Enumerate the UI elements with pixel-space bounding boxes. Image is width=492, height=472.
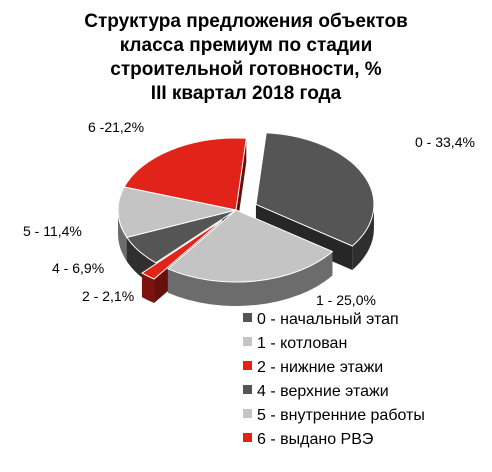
legend-label-4: 5 - внутренние работы [257,407,425,424]
pie-slice-side [141,273,155,304]
legend-label-2: 2 - нижние этажи [257,359,383,376]
pie-slice-2 [141,219,223,280]
pie-slice-wall [236,138,247,234]
legend-swatch-0 [243,313,252,322]
chart-title: Структура предложения объектов класса пр… [84,11,408,104]
slice-label-0: 0 - 33,4% [415,134,475,150]
chart-title-line-1: Структура предложения объектов [84,11,408,32]
pie-slice-4 [117,186,237,238]
chart-title-line-4: III квартал 2018 года [151,83,342,104]
legend-label-3: 4 - верхние этажи [257,383,389,400]
legend-label-5: 6 - выдано РВЭ [257,431,373,448]
legend-label-0: 0 - начальный этап [257,311,399,328]
pie-slice-5 [123,137,247,211]
pie-slice-side [118,210,127,262]
slice-label-1: 1 - 25,0% [316,292,376,308]
chart-title-line-3: строительной готовности, % [110,59,382,80]
slice-label-2: 2 - 2,1% [82,288,134,304]
legend-swatch-3 [243,385,252,394]
slice-label-4: 5 - 11,4% [23,223,82,239]
legend-swatch-4 [243,409,252,418]
legend-swatch-1 [243,337,252,346]
legend: 0 - начальный этап 1 - котлован 2 - нижние… [243,311,425,448]
slice-label-5: 6 -21,2% [88,119,144,135]
slice-labels: 0 - 33,4% 1 - 25,0% 2 - 2,1% 4 - 6,9% 5 - 11… [23,119,475,308]
pie-slice-1 [166,209,334,283]
pie-slice-side [167,251,333,307]
legend-label-1: 1 - котлован [257,335,347,352]
pie-slice-side [352,204,374,270]
slice-label-3: 4 - 6,9% [52,260,104,276]
pie-tops [117,132,375,283]
legend-swatch-2 [243,361,252,370]
pie-slice-0 [255,132,375,247]
legend-swatch-5 [243,433,252,442]
chart-title-line-2: класса премиум по стадии [120,35,373,56]
